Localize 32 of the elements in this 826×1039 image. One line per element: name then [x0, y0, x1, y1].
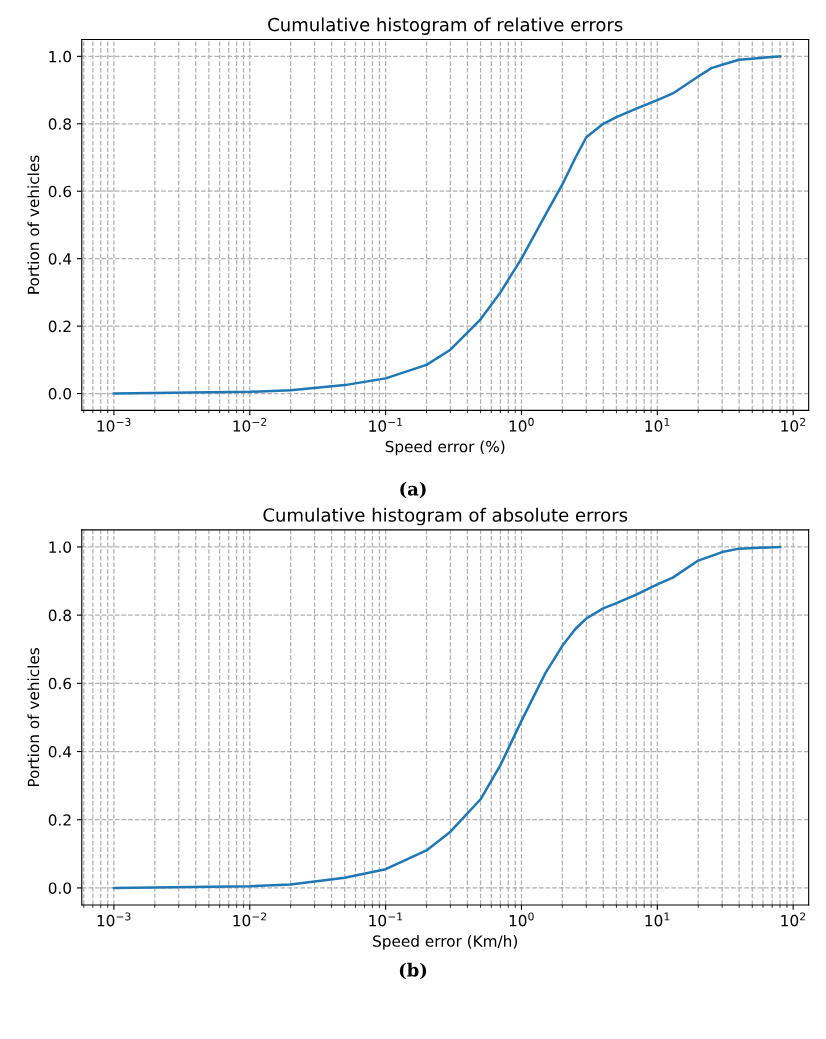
text: (b) [399, 962, 427, 980]
x-tick-label: 10$^{−1}$ [369, 912, 403, 927]
y-axis-title: Portion of vehicles [27, 647, 40, 787]
y-tick-label: 0.0 [48, 882, 72, 894]
y-tick-label: 0.4 [48, 253, 72, 265]
y-tick-label: 0.4 [48, 745, 72, 758]
x-tick-label: 10$^{1}$ [645, 417, 670, 432]
y-tick-label: 0.8 [48, 118, 72, 130]
y-tick-label: 0.8 [48, 609, 72, 622]
x-tick-label: 10$^{−3}$ [97, 417, 131, 432]
y-tick-label: 0.6 [48, 185, 72, 198]
text: (a) [400, 481, 426, 499]
x-tick-label: 10$^{−2}$ [233, 417, 267, 432]
y-tick-label: 0.0 [48, 388, 72, 400]
x-tick-label: 10$^{2}$ [781, 912, 806, 927]
y-tick-label: 0.2 [48, 814, 71, 826]
x-tick-label: 10$^{0}$ [509, 417, 534, 432]
y-tick-label: 1.0 [49, 541, 72, 553]
y-tick-label: 0.2 [48, 320, 71, 333]
x-tick-label: 10$^{0}$ [509, 912, 534, 927]
y-axis-title: Portion of vehicles [27, 155, 40, 294]
x-tick-label: 10$^{−2}$ [233, 912, 267, 927]
x-tick-label: 10$^{2}$ [781, 417, 806, 432]
x-tick-label: 10$^{1}$ [645, 912, 670, 927]
y-tick-label: 1.0 [49, 50, 72, 63]
x-tick-label: 10$^{−3}$ [97, 912, 131, 927]
x-axis-title: Speed error (%) [385, 440, 505, 456]
x-axis-title: Speed error (Km/h) [373, 935, 518, 950]
chart-title: Cumulative histogram of absolute errors [263, 507, 628, 526]
chart-title: Cumulative histogram of relative errors [268, 17, 623, 35]
y-tick-label: 0.6 [48, 677, 72, 690]
x-tick-label: 10$^{−1}$ [369, 417, 403, 432]
